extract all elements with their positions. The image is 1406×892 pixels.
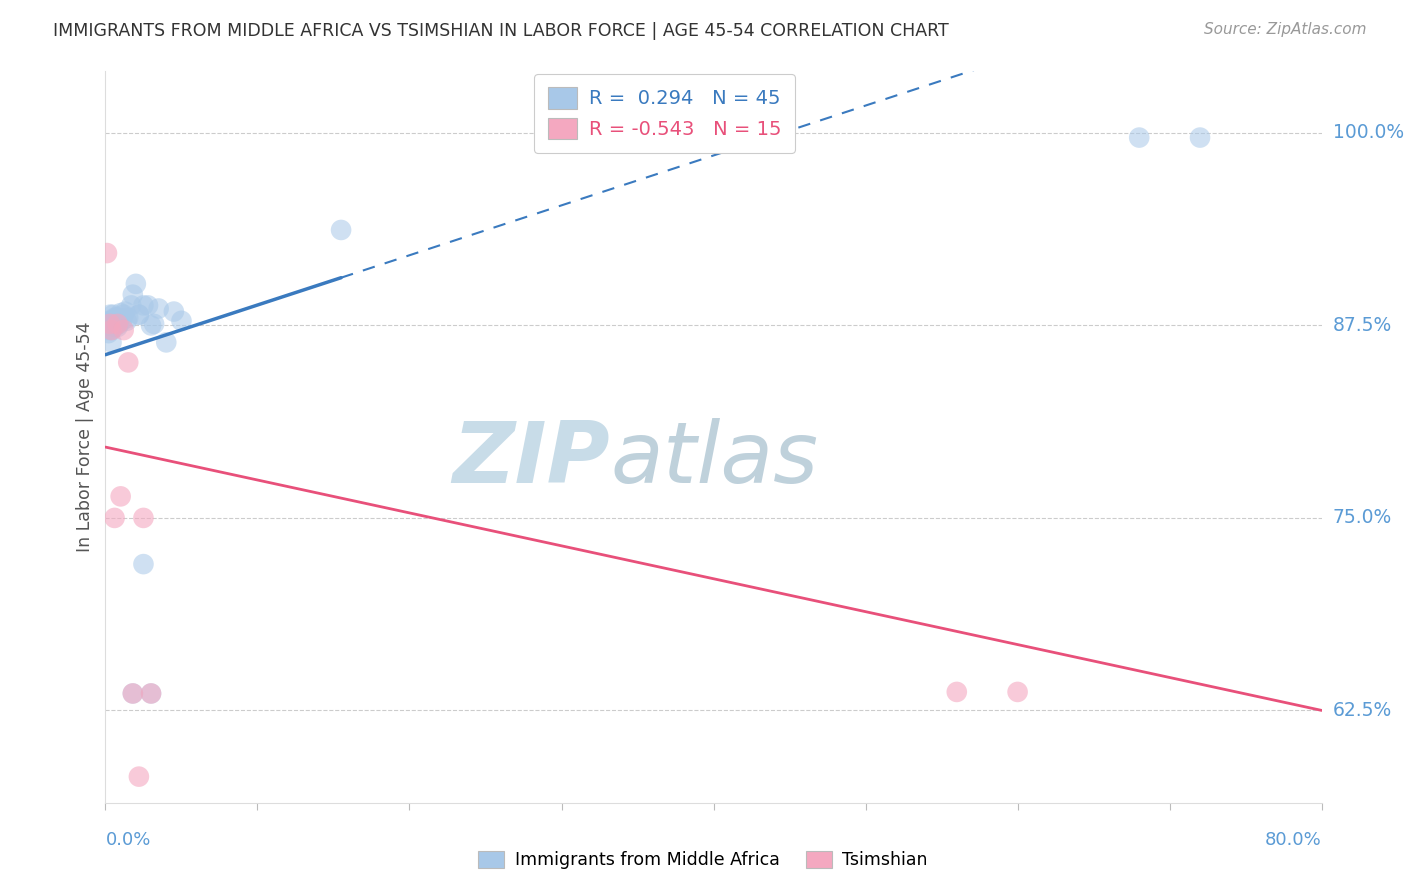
Text: atlas: atlas bbox=[610, 417, 818, 500]
Point bbox=[148, 301, 170, 316]
Point bbox=[112, 308, 135, 322]
Text: IMMIGRANTS FROM MIDDLE AFRICA VS TSIMSHIAN IN LABOR FORCE | AGE 45-54 CORRELATIO: IMMIGRANTS FROM MIDDLE AFRICA VS TSIMSHI… bbox=[53, 22, 949, 40]
Text: 80.0%: 80.0% bbox=[1265, 830, 1322, 848]
Point bbox=[128, 770, 150, 784]
Point bbox=[103, 320, 125, 334]
Text: 62.5%: 62.5% bbox=[1333, 701, 1392, 720]
Point bbox=[125, 277, 148, 291]
Point bbox=[125, 831, 148, 846]
Point bbox=[132, 298, 155, 312]
Point bbox=[163, 304, 186, 318]
Y-axis label: In Labor Force | Age 45-54: In Labor Force | Age 45-54 bbox=[76, 322, 94, 552]
Point bbox=[97, 326, 120, 340]
Point bbox=[101, 317, 124, 331]
Point bbox=[115, 314, 138, 328]
Point bbox=[121, 287, 143, 301]
Point bbox=[112, 323, 135, 337]
Point bbox=[103, 310, 125, 325]
Point bbox=[132, 511, 155, 525]
Point bbox=[1128, 130, 1150, 145]
Point bbox=[107, 320, 129, 334]
Point bbox=[114, 304, 136, 318]
Legend: R =  0.294   N = 45, R = -0.543   N = 15: R = 0.294 N = 45, R = -0.543 N = 15 bbox=[534, 74, 794, 153]
Point bbox=[103, 315, 125, 329]
Point bbox=[120, 298, 142, 312]
Point bbox=[110, 489, 132, 503]
Point bbox=[103, 511, 125, 525]
Text: Source: ZipAtlas.com: Source: ZipAtlas.com bbox=[1204, 22, 1367, 37]
Point bbox=[105, 310, 128, 325]
Point bbox=[98, 317, 121, 331]
Point bbox=[105, 317, 128, 331]
Point bbox=[128, 308, 150, 322]
Point bbox=[1188, 130, 1211, 145]
Point bbox=[98, 317, 121, 331]
Point bbox=[155, 335, 177, 350]
Point bbox=[96, 246, 118, 260]
Point bbox=[100, 323, 122, 337]
Point bbox=[101, 308, 124, 322]
Point bbox=[117, 310, 139, 325]
Text: 87.5%: 87.5% bbox=[1333, 316, 1392, 334]
Point bbox=[97, 323, 120, 337]
Point bbox=[121, 686, 143, 700]
Text: 75.0%: 75.0% bbox=[1333, 508, 1392, 527]
Point bbox=[100, 314, 122, 328]
Point bbox=[128, 308, 150, 322]
Point bbox=[330, 223, 353, 237]
Point bbox=[98, 308, 121, 322]
Text: ZIP: ZIP bbox=[453, 417, 610, 500]
Point bbox=[136, 298, 159, 312]
Point bbox=[100, 335, 122, 350]
Point bbox=[143, 317, 166, 331]
Point bbox=[97, 314, 120, 328]
Point bbox=[139, 686, 162, 700]
Point bbox=[96, 318, 118, 333]
Point bbox=[139, 686, 162, 700]
Point bbox=[117, 355, 139, 369]
Text: 0.0%: 0.0% bbox=[105, 830, 150, 848]
Point bbox=[107, 314, 129, 328]
Text: 100.0%: 100.0% bbox=[1333, 123, 1403, 143]
Point bbox=[107, 317, 129, 331]
Point bbox=[1007, 685, 1029, 699]
Point bbox=[132, 557, 155, 571]
Point bbox=[108, 317, 131, 331]
Point bbox=[100, 323, 122, 337]
Legend: Immigrants from Middle Africa, Tsimshian: Immigrants from Middle Africa, Tsimshian bbox=[471, 844, 935, 876]
Point bbox=[108, 310, 131, 325]
Point bbox=[170, 314, 193, 328]
Point bbox=[111, 314, 134, 328]
Point bbox=[945, 685, 967, 699]
Point bbox=[121, 686, 143, 700]
Point bbox=[139, 318, 162, 333]
Point bbox=[110, 306, 132, 320]
